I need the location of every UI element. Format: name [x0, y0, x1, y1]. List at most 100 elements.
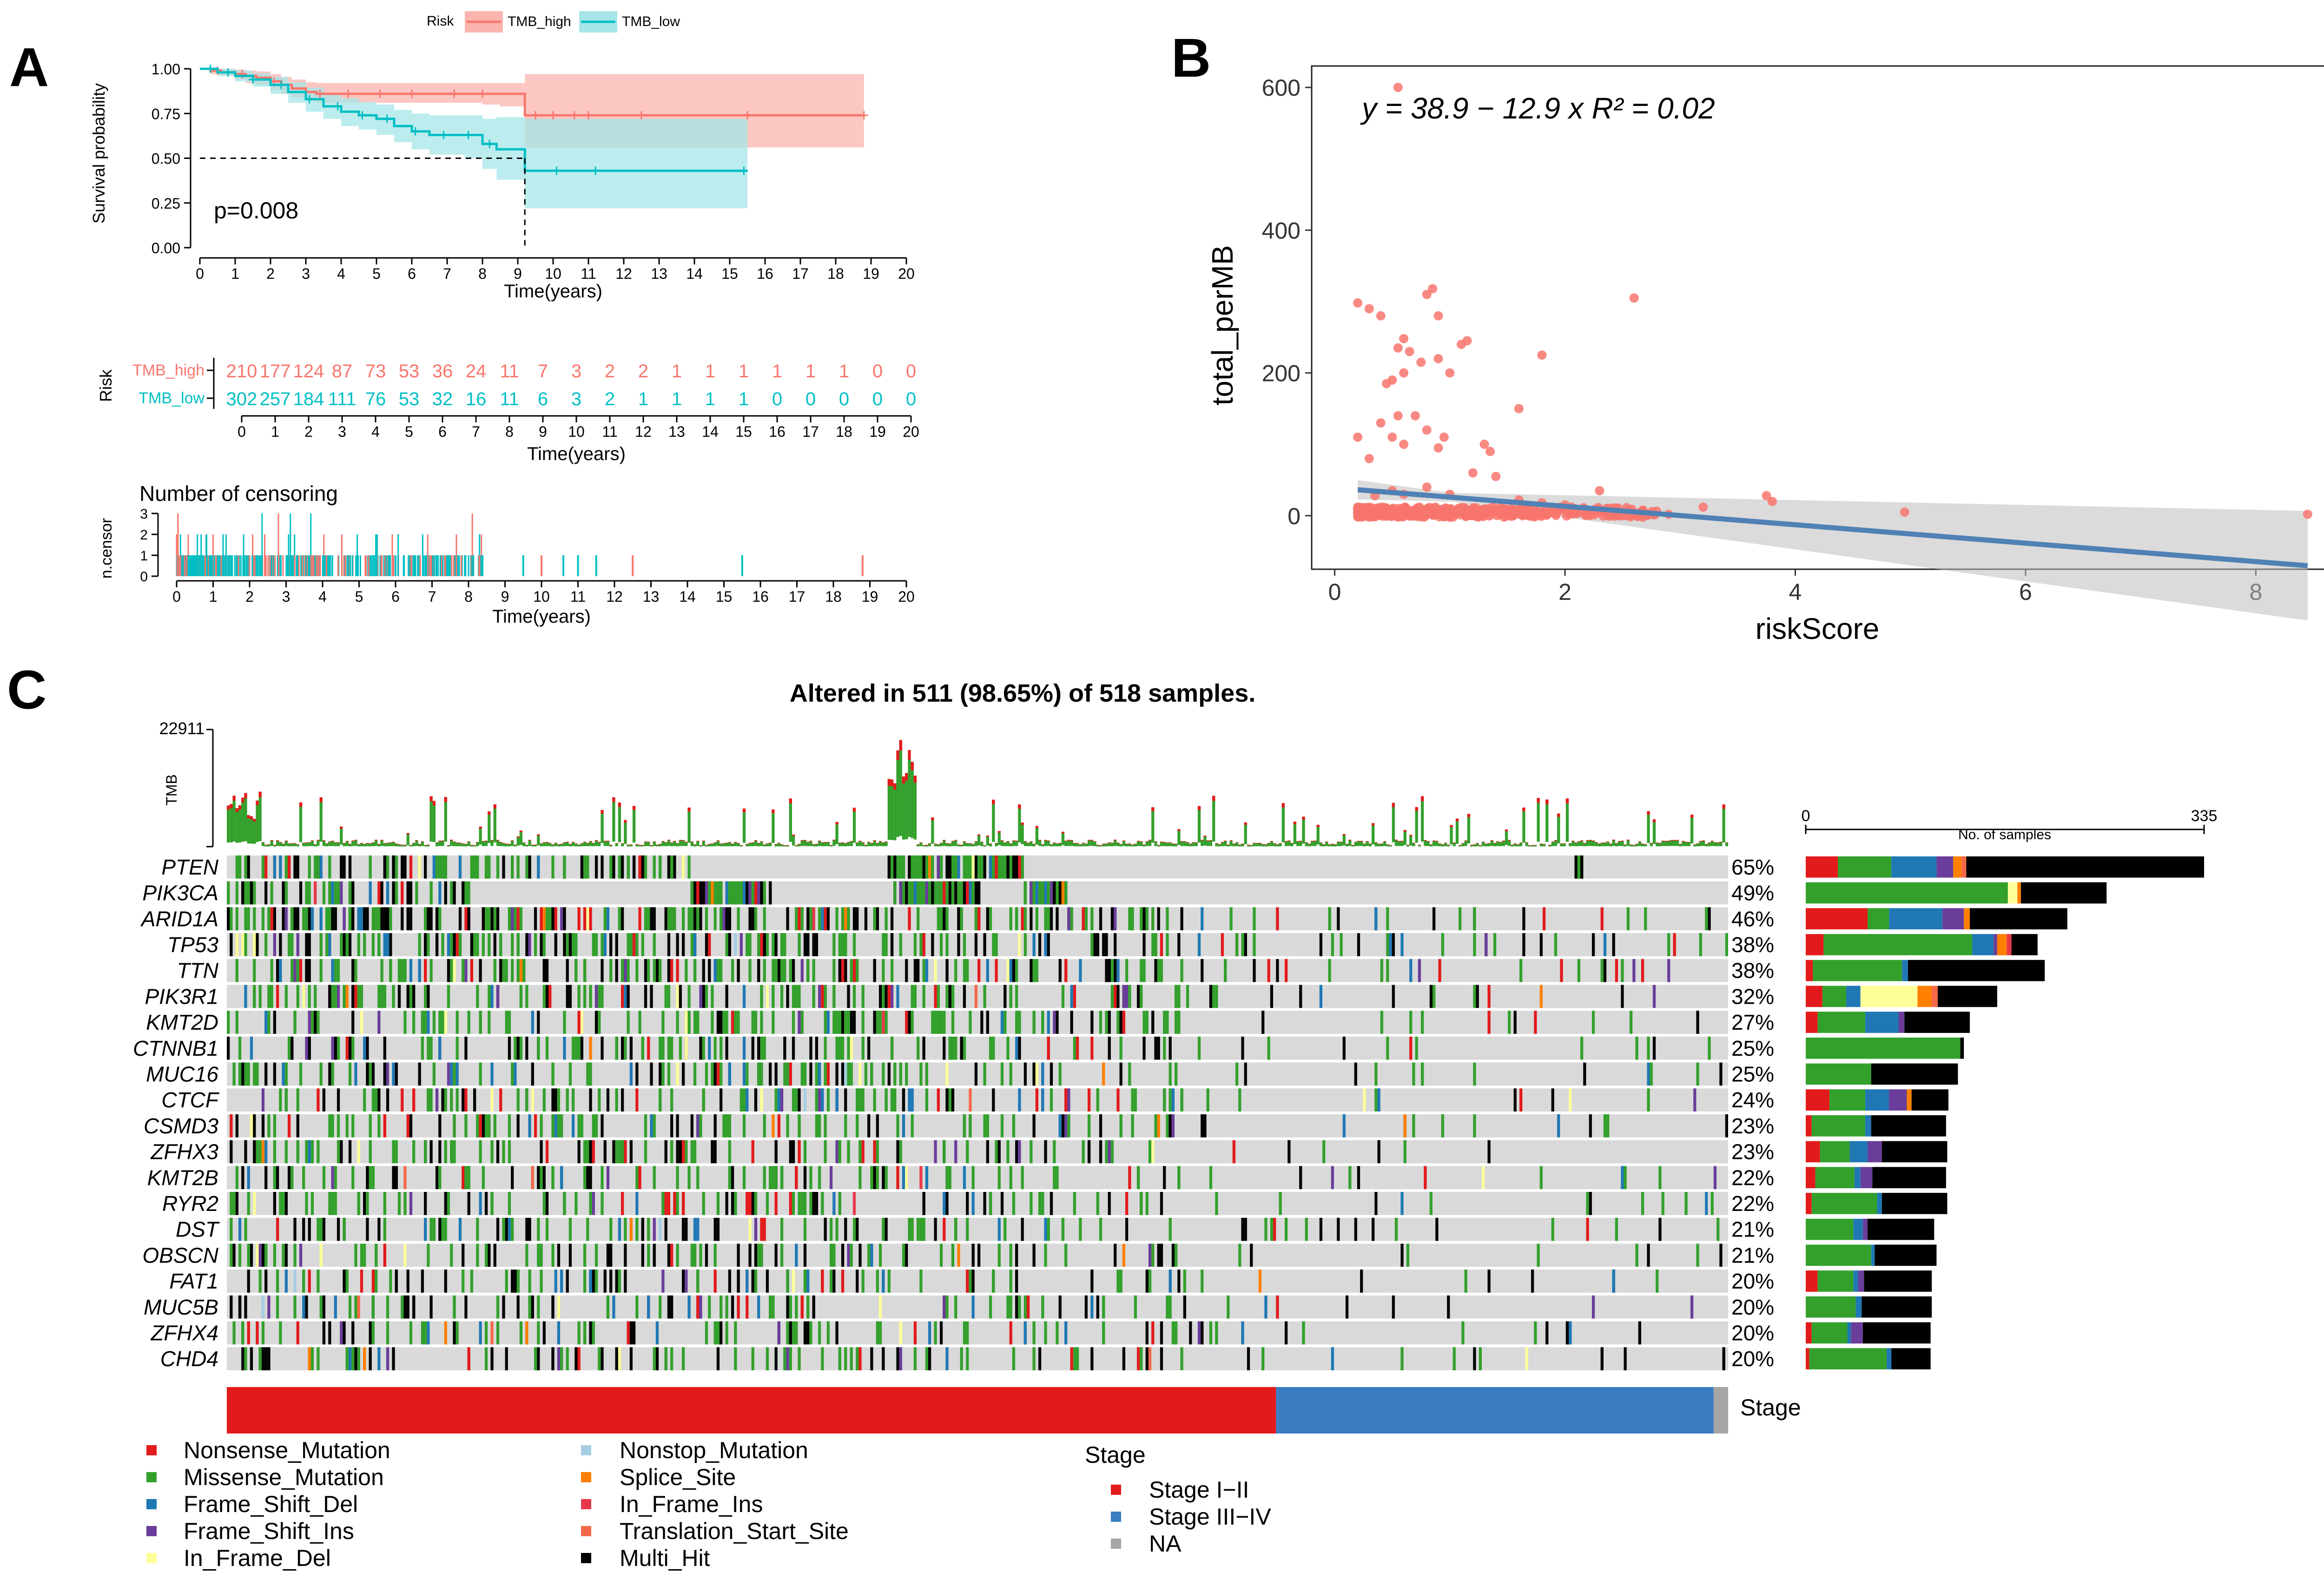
oncoplot-cell	[1015, 855, 1018, 879]
oncoplot-cell	[287, 855, 291, 879]
oncoplot-cell	[780, 1166, 784, 1190]
oncoplot-cell	[308, 907, 311, 931]
oncoplot-cell	[705, 985, 708, 1008]
tmb-bar	[722, 843, 726, 847]
oncoplot-cell	[345, 933, 349, 956]
tmb-bar	[299, 802, 303, 842]
tmb-bar	[238, 805, 242, 843]
oncoplot-cell	[1058, 1114, 1062, 1138]
oncoplot-cell	[525, 1036, 528, 1060]
oncoplot-cell	[1169, 1217, 1172, 1241]
tmb-bar-nonsense	[557, 844, 561, 845]
tmb-bar	[531, 844, 534, 847]
risk-table-cell: 24	[466, 361, 487, 381]
oncoplot-cell	[1047, 881, 1050, 905]
tmb-bar	[1142, 844, 1146, 847]
tmb-bar	[1539, 843, 1543, 847]
tmb-bar	[856, 842, 859, 847]
tmb-bar-nonsense	[670, 842, 673, 843]
oncoplot-cell	[1145, 1192, 1149, 1215]
oncoplot-cell	[1084, 907, 1088, 931]
km-censor-mark	[464, 131, 473, 139]
scatter-point	[1376, 418, 1386, 428]
oncoplot-cell	[317, 1088, 320, 1111]
oncoplot-cell	[702, 985, 705, 1008]
scatter-point	[1399, 440, 1409, 449]
oncoplot-cell	[627, 985, 630, 1008]
oncoplot-cell	[1603, 933, 1607, 956]
oncoplot-cell	[908, 1011, 911, 1034]
oncoplot-cell	[737, 959, 740, 982]
tmb-bar	[1128, 843, 1131, 847]
oncoplot-cell	[969, 1269, 972, 1293]
oncoplot-cell	[803, 933, 807, 956]
oncoplot-cell	[754, 907, 758, 931]
oncoplot-cell	[725, 1011, 728, 1034]
oncoplot-cell	[308, 1036, 311, 1060]
tmb-bar-nonsense	[424, 845, 427, 846]
oncoplot-cell	[514, 1036, 517, 1060]
oncoplot-cell	[1166, 1114, 1169, 1138]
oncoplot-cell	[760, 1088, 763, 1111]
oncoplot-cell	[1079, 959, 1082, 982]
oncoplot-cell	[1253, 959, 1256, 982]
tmb-bar	[1673, 840, 1676, 846]
oncoplot-cell	[516, 933, 520, 956]
tmb-bar	[1368, 843, 1372, 847]
tmb-bar	[951, 841, 955, 846]
tmb-bar	[392, 842, 395, 846]
oncoplot-cell	[476, 985, 479, 1008]
tmb-bar	[264, 845, 268, 847]
oncoplot-cell	[838, 1011, 841, 1034]
tmb-bar	[1151, 807, 1155, 843]
oncoplot-cell	[1009, 907, 1012, 931]
oncoplot-cell	[444, 855, 447, 879]
oncoplot-cell	[844, 933, 847, 956]
tmb-bar-nonsense	[882, 842, 885, 843]
oncoplot-cell	[858, 1062, 862, 1086]
tmb-bar	[1577, 841, 1580, 846]
oncoplot-cell	[919, 1062, 923, 1086]
oncoplot-cell	[319, 1217, 323, 1241]
oncoplot-cell	[911, 855, 914, 879]
tmb-bar	[1212, 796, 1215, 842]
risk-table-row-low-label: TMB_low	[139, 389, 205, 407]
oncoplot-cell	[241, 1062, 244, 1086]
scatter-point	[1433, 443, 1443, 453]
risk-table-cell: 1	[672, 361, 682, 381]
oncoplot-cell	[621, 959, 624, 982]
oncoplot-cell	[670, 1243, 673, 1267]
oncoplot-cell	[1090, 907, 1094, 931]
oncoplot-cell	[1108, 1036, 1111, 1060]
oncoplot-cell	[876, 1114, 879, 1138]
tmb-bar	[502, 843, 505, 847]
tmb-bar	[1548, 845, 1552, 847]
oncoplot-cell	[389, 933, 392, 956]
tmb-bar	[1186, 842, 1189, 847]
tmb-bar-nonsense	[1624, 844, 1627, 845]
oncoplot-cell	[369, 1114, 372, 1138]
oncoplot-cell	[829, 1269, 833, 1293]
oncoplot-cell	[293, 1243, 297, 1267]
oncoplot-cell	[403, 959, 407, 982]
oncoplot-cell	[1201, 1269, 1204, 1293]
oncoplot-cell	[542, 1088, 546, 1111]
tmb-bar-nonsense	[1244, 822, 1247, 825]
km-censor-mark	[376, 89, 384, 98]
scatter-point	[1422, 482, 1432, 492]
oncoplot-cell	[728, 907, 731, 931]
oncoplot-cell	[476, 933, 479, 956]
oncoplot-cell	[806, 907, 810, 931]
scatter-point	[1399, 368, 1409, 378]
oncoplot-cell	[545, 907, 549, 931]
oncoplot-cell	[450, 959, 453, 982]
tmb-bar	[1380, 843, 1383, 847]
oncoplot-cell	[230, 1114, 233, 1138]
oncoplot-cell	[777, 959, 780, 982]
tmb-max-label: 22911	[159, 719, 205, 738]
tmb-bar	[980, 842, 984, 846]
oncoplot-cell	[780, 959, 784, 982]
tmb-bar	[1586, 840, 1589, 846]
oncoplot-cell	[357, 907, 360, 931]
tmb-bar-nonsense	[1392, 802, 1395, 808]
